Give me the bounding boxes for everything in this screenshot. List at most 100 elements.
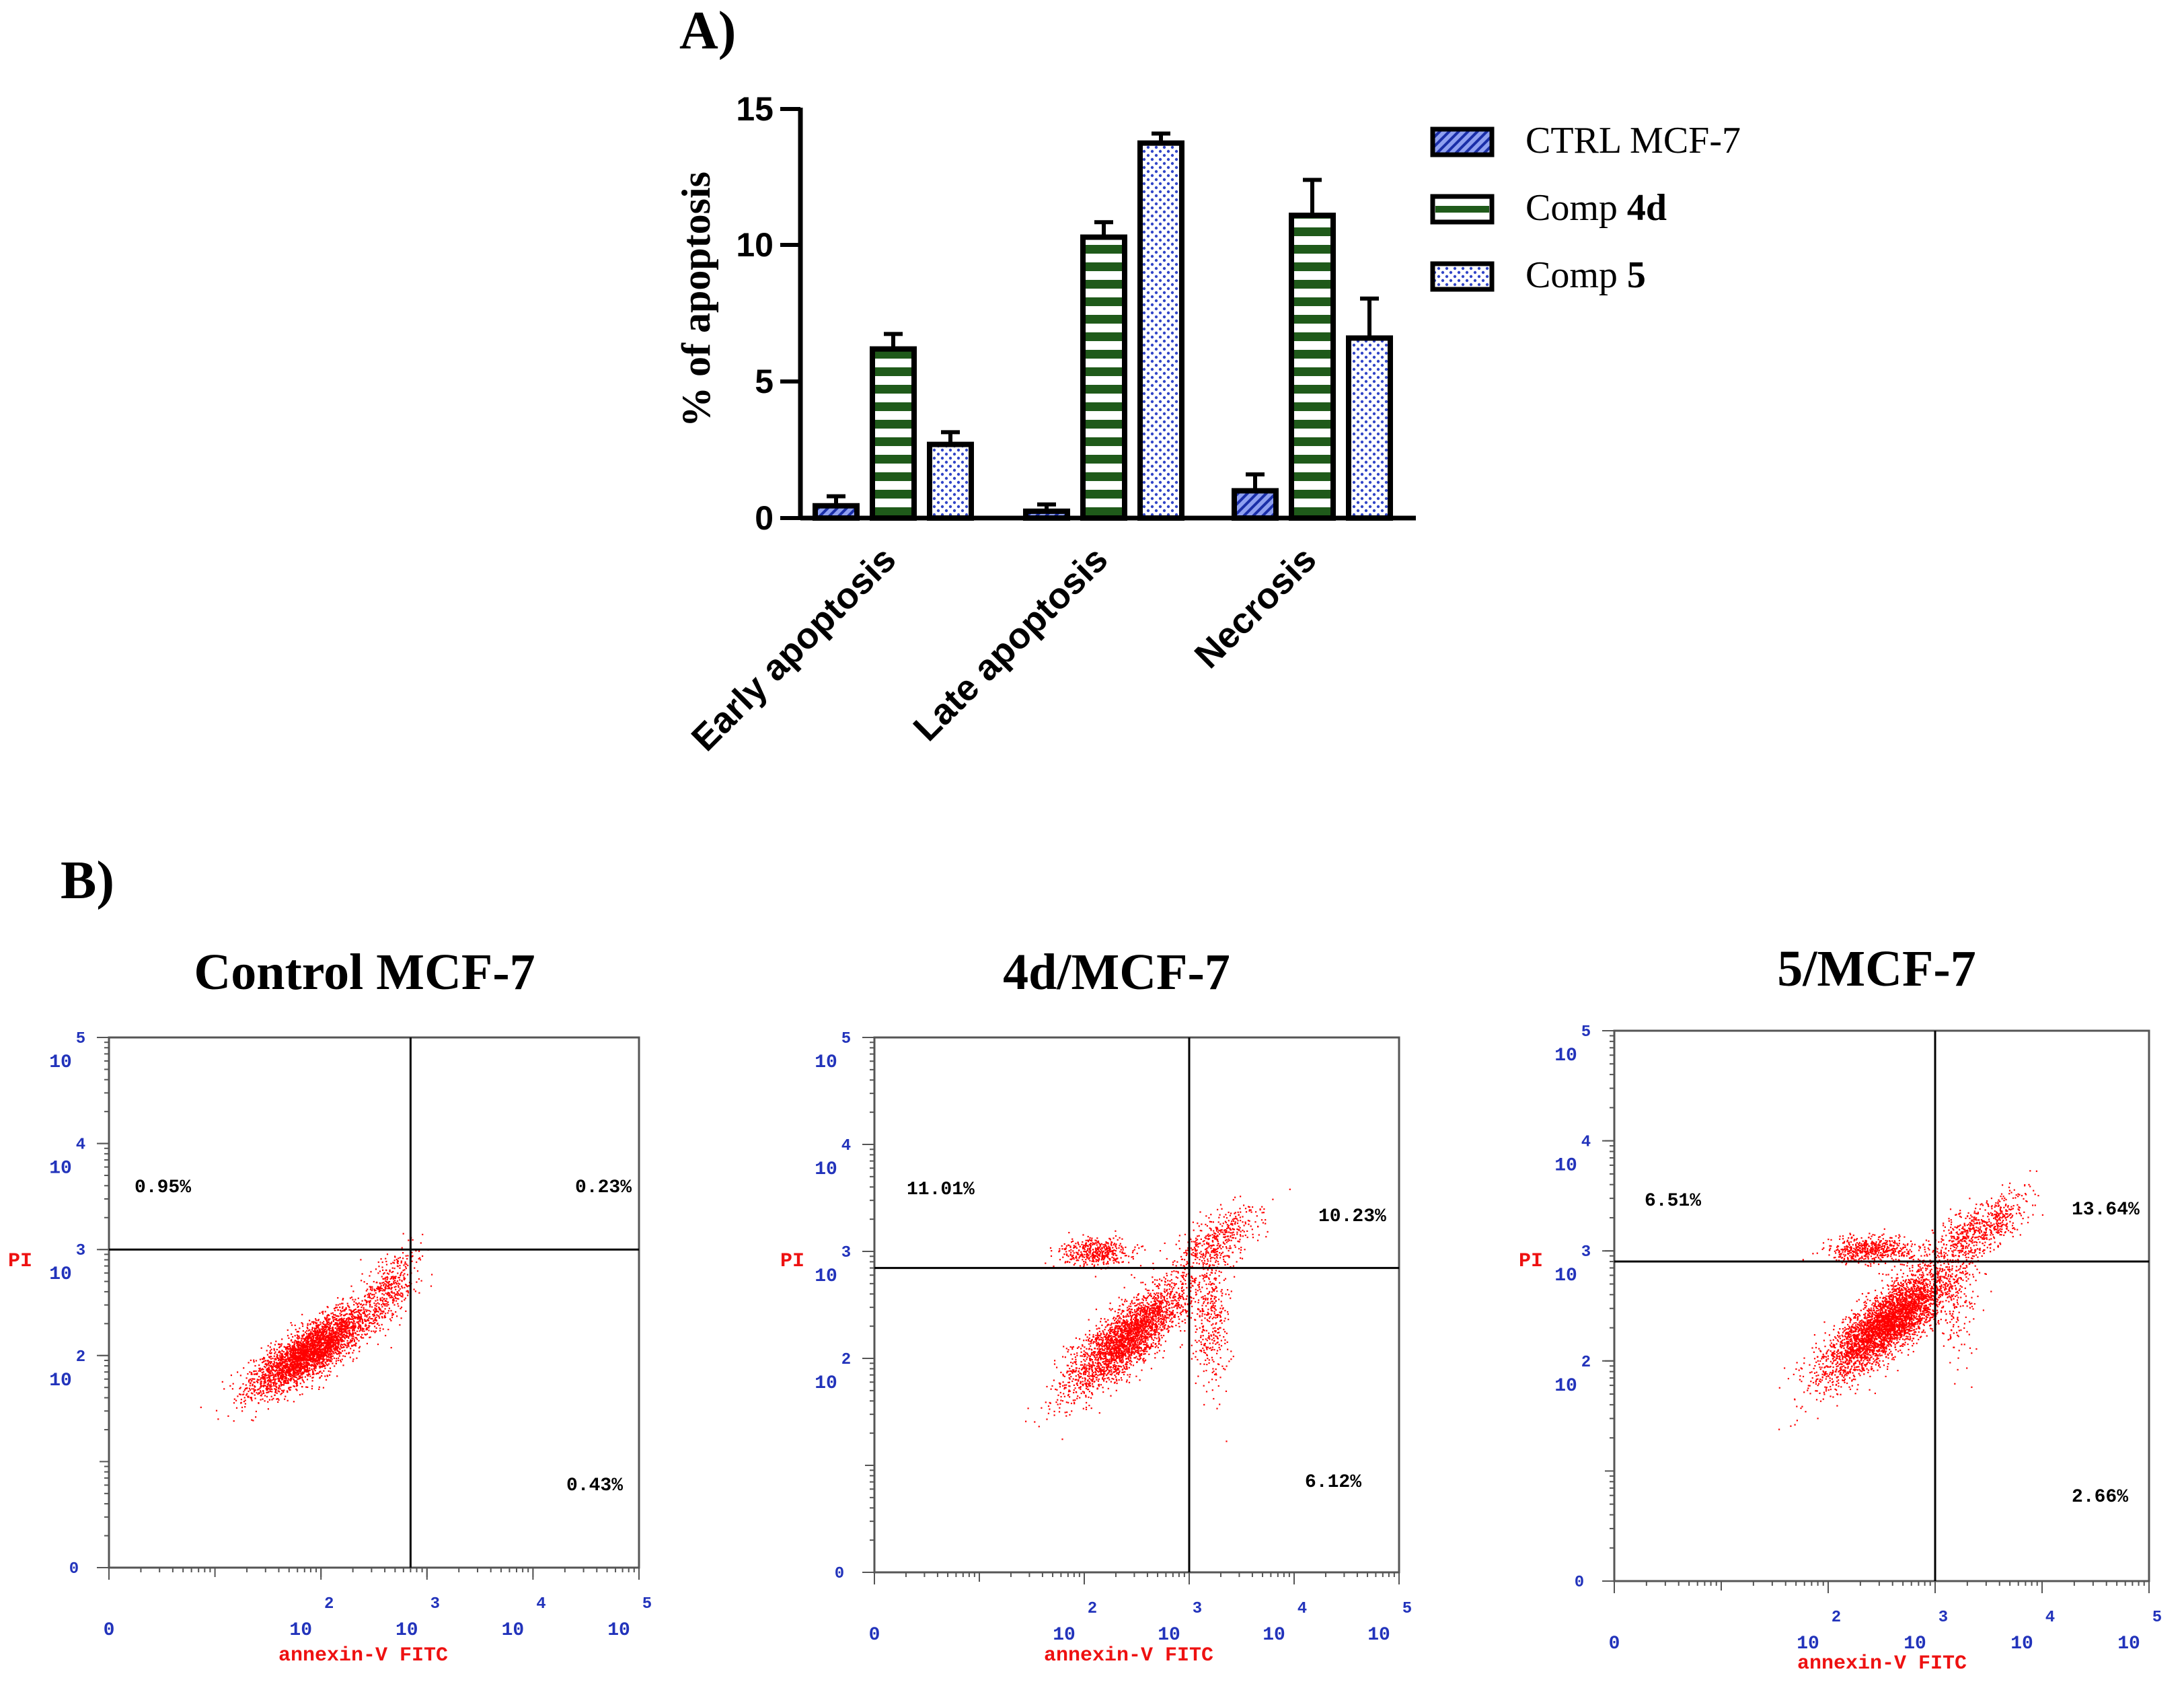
flow-x-minor-ticks-control bbox=[108, 1568, 635, 1577]
flow-quadrant-ur-4d: 10.23% bbox=[1318, 1206, 1386, 1227]
svg-text:10: 10 bbox=[49, 1159, 72, 1179]
legend-label-4d: Comp 4d bbox=[1526, 187, 1667, 229]
flow-title-4d: 4d/MCF-7 bbox=[1003, 944, 1230, 1000]
flow-y-tick-3-4d: 104 bbox=[815, 1137, 874, 1180]
flow-quadrant-ul-4d: 11.01% bbox=[907, 1179, 975, 1200]
bar-chart: % of apoptosis 0 5 10 15 bbox=[674, 90, 1741, 759]
flow-x-tick-4-4d: 105 bbox=[1367, 1572, 1412, 1646]
bar-early-ctrl bbox=[813, 503, 860, 521]
flow-dots-4d bbox=[1025, 1188, 1291, 1442]
flow-y-minor-ticks-4d bbox=[865, 1041, 874, 1573]
bar-y-tick-label-0: 0 bbox=[755, 499, 774, 537]
legend-swatch-4d-stripe bbox=[1435, 206, 1489, 213]
flow-y-tick-3-5: 104 bbox=[1554, 1134, 1614, 1177]
bar-necrosis-4d bbox=[1289, 213, 1336, 521]
flow-x-minor-ticks-5 bbox=[1614, 1581, 2145, 1590]
flow-x-tick-1-4d: 102 bbox=[1053, 1572, 1097, 1646]
bar-legend: CTRL MCF-7 Comp 4d Comp 5 bbox=[1430, 120, 1741, 296]
flow-y-tick-1-4d: 102 bbox=[815, 1351, 874, 1394]
svg-text:2: 2 bbox=[76, 1348, 85, 1366]
flow-x-tick-3-control: 10 4 bbox=[502, 1568, 546, 1641]
svg-text:4: 4 bbox=[76, 1136, 85, 1155]
flow-plot-control: Control MCF-7 0.95% 0.23% 0.43% PI annex… bbox=[8, 944, 652, 1667]
flow-quadrant-ur-control: 0.23% bbox=[575, 1177, 632, 1198]
flow-quadrant-ur-5: 13.64% bbox=[2072, 1200, 2140, 1220]
flow-x-tick-0-4d: 0 bbox=[869, 1572, 880, 1646]
svg-text:4: 4 bbox=[536, 1595, 545, 1613]
bar-y-tick-1: 5 bbox=[755, 363, 800, 400]
svg-text:2: 2 bbox=[324, 1595, 334, 1613]
svg-text:10: 10 bbox=[396, 1620, 418, 1641]
svg-text:5: 5 bbox=[76, 1030, 85, 1048]
flow-x-tick-1-5: 102 bbox=[1797, 1581, 1841, 1654]
svg-text:10: 10 bbox=[502, 1620, 525, 1641]
bar-category-label-necrosis: Necrosis bbox=[1187, 539, 1324, 676]
svg-text:10: 10 bbox=[607, 1620, 630, 1641]
flow-x-minor-ticks-4d bbox=[874, 1572, 1395, 1582]
flow-y-tick-2-5: 103 bbox=[1554, 1243, 1614, 1286]
flow-y-tick-2-control: 103 bbox=[49, 1242, 109, 1285]
bar-y-tick-label-3: 15 bbox=[736, 90, 774, 128]
flow-frame-5 bbox=[1613, 1029, 2150, 1582]
bar-y-tick-3: 15 bbox=[736, 90, 800, 128]
legend-swatch-ctrl bbox=[1430, 126, 1495, 157]
flow-plot-5: 5/MCF-7 6.51% 13.64% 2.66% PI annexin-V … bbox=[1519, 941, 2162, 1675]
flow-x-tick-3-4d: 104 bbox=[1263, 1572, 1307, 1646]
bar-y-tick-label-1: 5 bbox=[755, 363, 774, 400]
flow-y-minor-ticks-control bbox=[100, 1041, 109, 1568]
flow-xlabel-4d: annexin-V FITC bbox=[1044, 1644, 1213, 1667]
flow-x-tick-1-control: 10 2 bbox=[289, 1568, 334, 1641]
bar-chart-ylabel: % of apoptosis bbox=[674, 172, 718, 427]
legend-swatch-5 bbox=[1430, 261, 1495, 292]
flow-y-tick-1-control: 102 bbox=[49, 1348, 109, 1391]
flow-y-tick-1-5: 102 bbox=[1554, 1354, 1614, 1397]
flow-y-tick-0-4d: 0 bbox=[835, 1565, 874, 1583]
flow-x-tick-2-5: 103 bbox=[1904, 1581, 1948, 1654]
bar-early-4d bbox=[870, 346, 917, 521]
flow-x-tick-3-5: 104 bbox=[2010, 1581, 2055, 1654]
flow-y-tick-3-control: 104 bbox=[49, 1136, 109, 1179]
flow-x-tick-0-5: 0 bbox=[1609, 1581, 1620, 1654]
flow-quadrant-lr-control: 0.43% bbox=[566, 1475, 623, 1496]
flow-y-tick-2-4d: 103 bbox=[815, 1244, 874, 1287]
svg-text:3: 3 bbox=[76, 1242, 85, 1260]
panel-a-label: A) bbox=[679, 1, 736, 61]
bar-y-tick-label-2: 10 bbox=[736, 226, 774, 264]
svg-text:10: 10 bbox=[49, 1052, 72, 1073]
flow-x-tick-2-control: 10 3 bbox=[396, 1568, 440, 1641]
legend-label-ctrl: CTRL MCF-7 bbox=[1526, 120, 1741, 161]
svg-text:3: 3 bbox=[430, 1595, 440, 1613]
bar-early-5 bbox=[927, 441, 974, 521]
svg-text:0: 0 bbox=[69, 1560, 79, 1578]
flow-title-5: 5/MCF-7 bbox=[1777, 941, 1975, 997]
svg-text:10: 10 bbox=[49, 1264, 72, 1285]
flow-x-tick-2-4d: 103 bbox=[1158, 1572, 1202, 1646]
svg-text:5: 5 bbox=[642, 1595, 652, 1613]
flow-y-tick-4-4d: 105 bbox=[815, 1030, 874, 1073]
panel-b-label: B) bbox=[61, 851, 114, 910]
flow-y-tick-4-5: 105 bbox=[1554, 1023, 1614, 1066]
flow-ylabel-5: PI bbox=[1519, 1250, 1543, 1273]
flow-ylabel-control: PI bbox=[8, 1250, 32, 1273]
bar-y-tick-2: 10 bbox=[736, 226, 800, 264]
flow-x-tick-4-5: 105 bbox=[2117, 1581, 2162, 1654]
flow-plot-4d: 4d/MCF-7 11.01% 10.23% 6.12% PI annexin-… bbox=[780, 944, 1412, 1667]
bar-late-5 bbox=[1137, 140, 1184, 521]
flow-quadrant-ul-5: 6.51% bbox=[1645, 1191, 1701, 1212]
flow-y-minor-ticks-5 bbox=[1605, 1035, 1614, 1582]
flow-dots-5 bbox=[1778, 1170, 2043, 1430]
bar-y-tick-0: 0 bbox=[755, 499, 800, 537]
flow-xlabel-5: annexin-V FITC bbox=[1797, 1652, 1967, 1675]
svg-text:10: 10 bbox=[289, 1620, 312, 1641]
flow-frame-control bbox=[108, 1036, 640, 1569]
flow-xlabel-control: annexin-V FITC bbox=[278, 1644, 448, 1667]
bar-necrosis-5 bbox=[1346, 335, 1393, 521]
flow-quadrant-ul-control: 0.95% bbox=[135, 1177, 191, 1198]
flow-quadrant-lr-4d: 6.12% bbox=[1305, 1472, 1361, 1493]
flow-x-tick-4-control: 10 5 bbox=[607, 1568, 652, 1641]
flow-y-tick-4-control: 105 bbox=[49, 1030, 109, 1073]
legend-label-5: Comp 5 bbox=[1526, 254, 1646, 296]
flow-quadrant-lr-5: 2.66% bbox=[2072, 1487, 2128, 1508]
bar-necrosis-ctrl bbox=[1232, 488, 1279, 521]
